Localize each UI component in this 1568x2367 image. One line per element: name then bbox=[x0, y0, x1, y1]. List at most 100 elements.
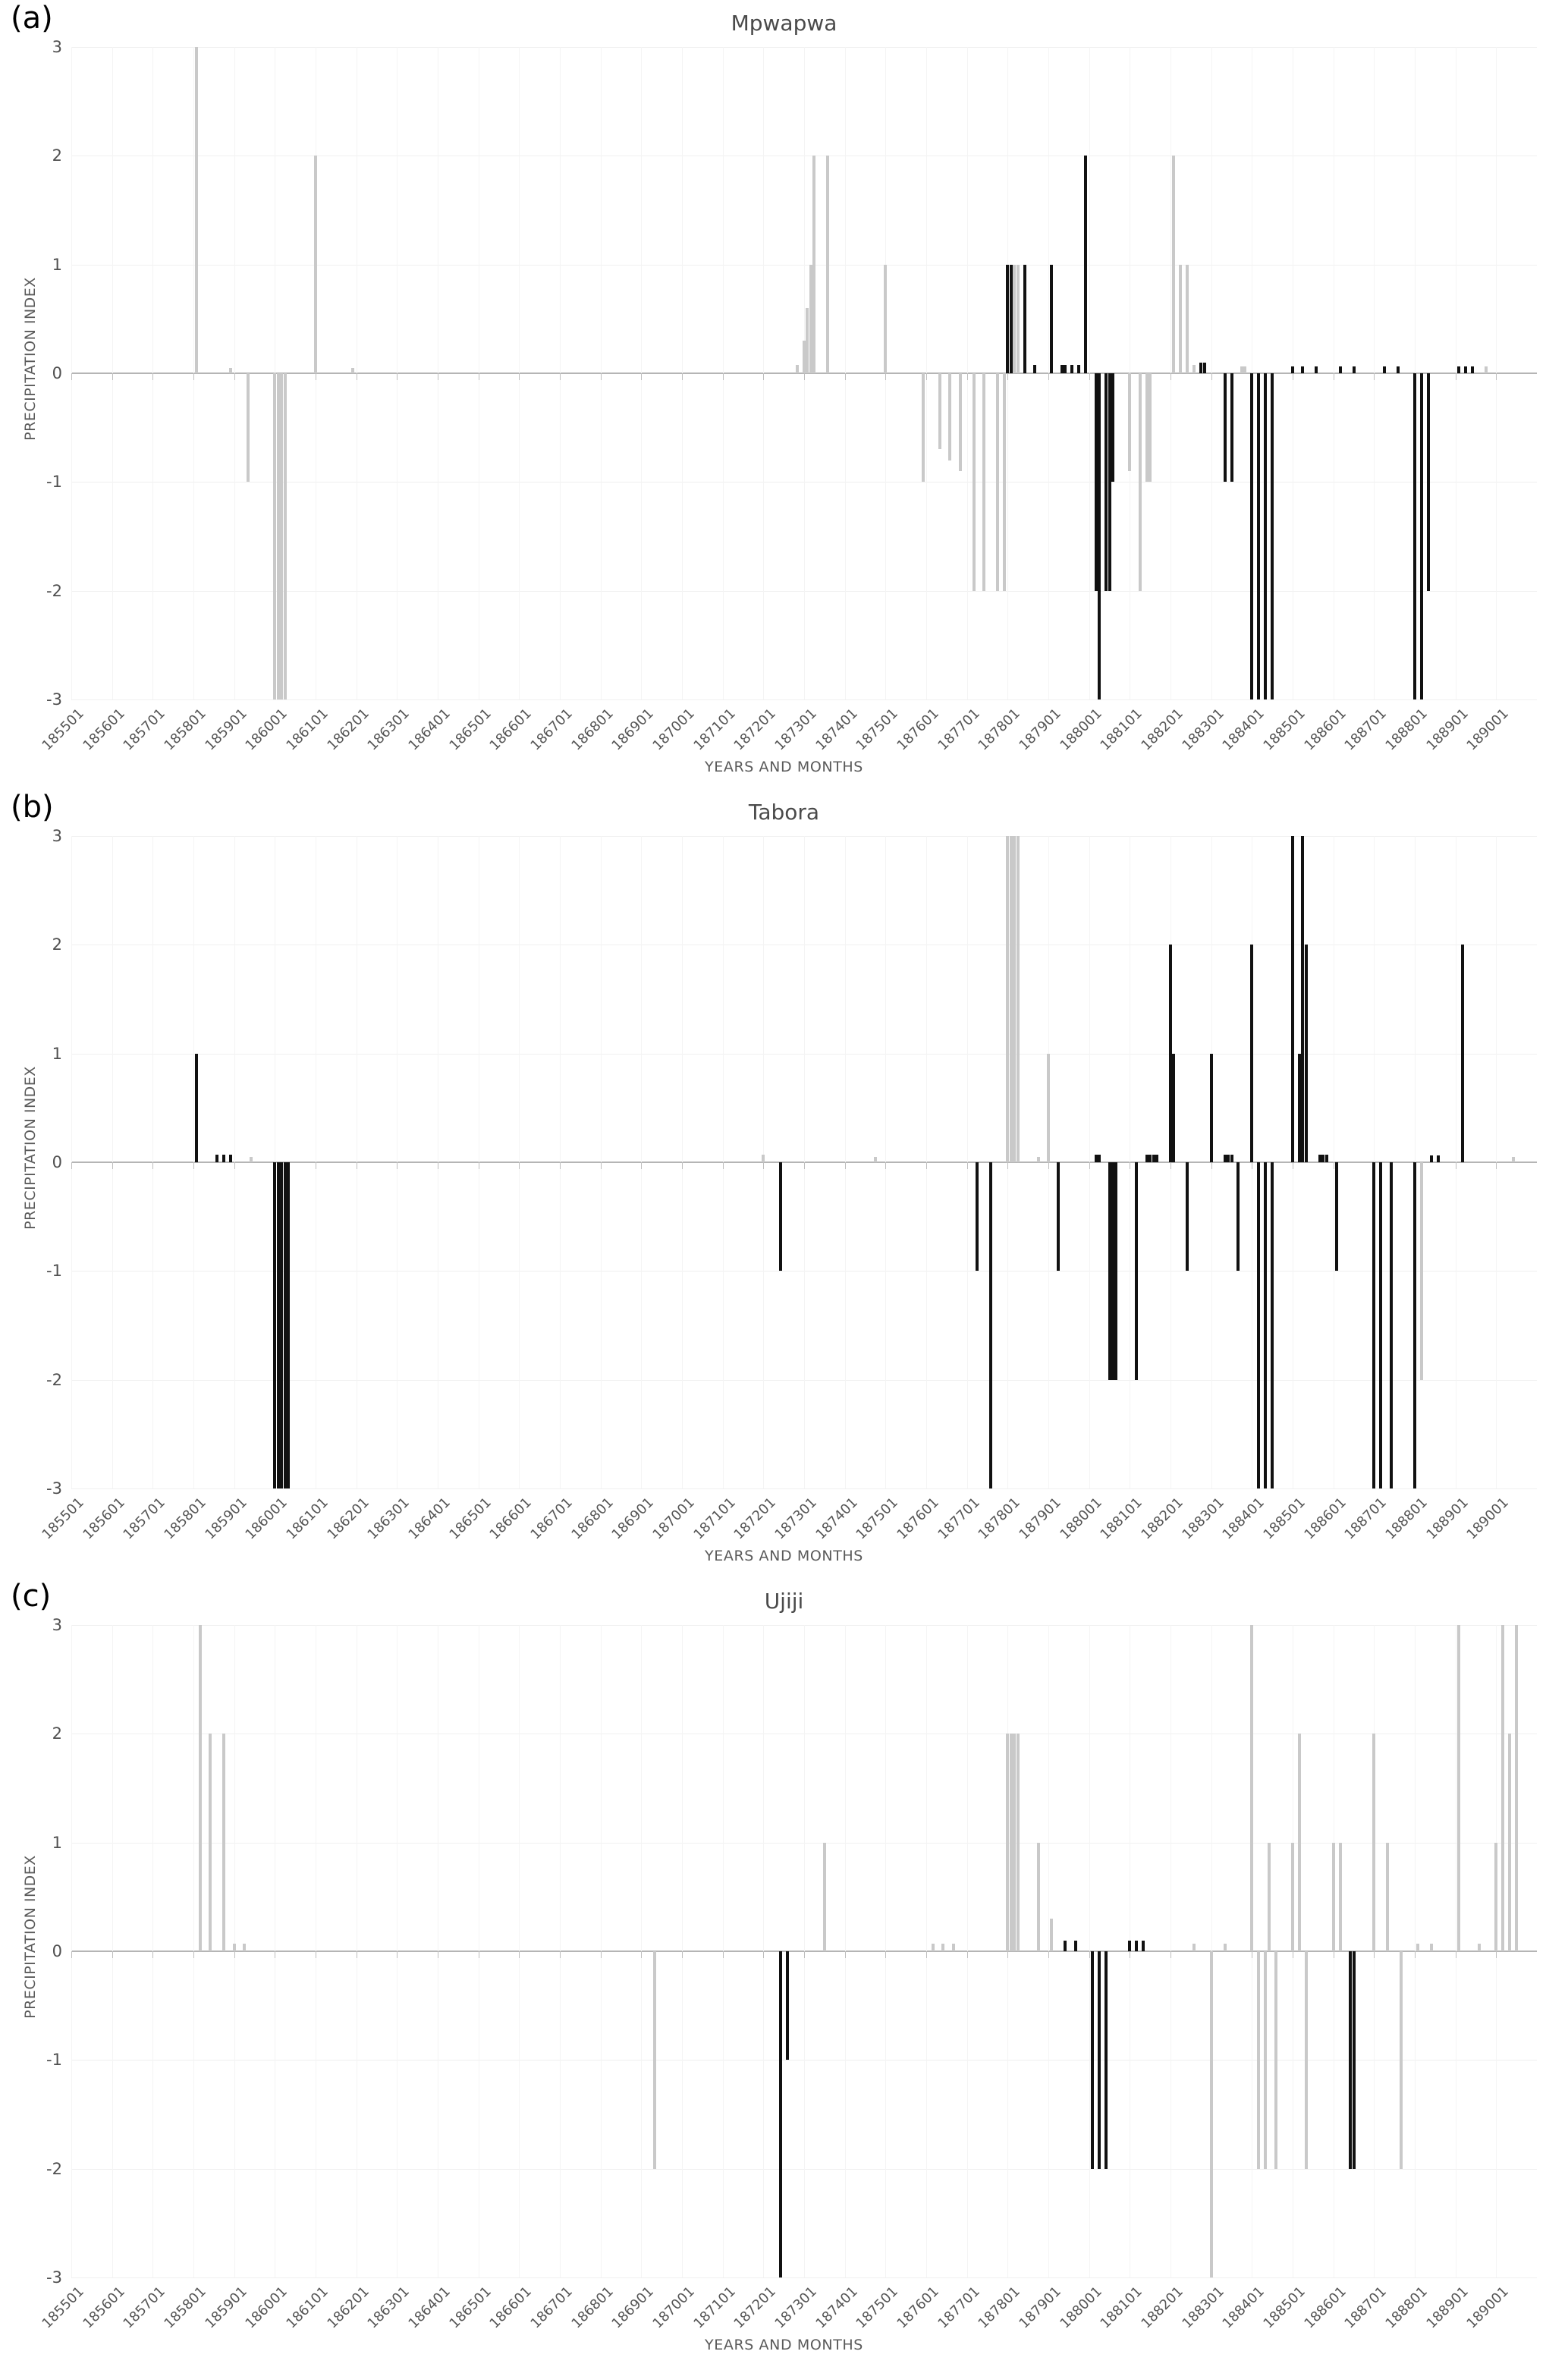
bar-188503 bbox=[1297, 1734, 1301, 1951]
bar-187609 bbox=[951, 1943, 955, 1951]
bar-188007 bbox=[1108, 373, 1111, 591]
bar-188007 bbox=[1108, 1162, 1111, 1380]
tickmark-187001 bbox=[682, 1951, 683, 1958]
bar-188806 bbox=[1430, 1155, 1434, 1162]
bar-188509 bbox=[1318, 1154, 1321, 1162]
bar-188310 bbox=[1240, 366, 1243, 373]
tickmark-186901 bbox=[641, 1162, 643, 1169]
tickmark-186701 bbox=[560, 373, 561, 380]
bar-188504 bbox=[1301, 366, 1305, 373]
bar-187801 bbox=[1006, 836, 1010, 1162]
bar-186112 bbox=[351, 367, 355, 373]
tickmark-185701 bbox=[152, 1951, 154, 1958]
bar-185802 bbox=[195, 1053, 199, 1162]
bar-188801 bbox=[1413, 373, 1416, 699]
bar-189007 bbox=[1515, 1625, 1519, 1951]
panel-a-bars bbox=[71, 47, 1537, 699]
bar-188906 bbox=[1471, 366, 1475, 373]
bar-188106 bbox=[1145, 1154, 1149, 1162]
bar-187810 bbox=[1036, 1842, 1040, 1951]
tickmark-187301 bbox=[804, 1162, 805, 1169]
tickmark-186801 bbox=[600, 1162, 602, 1169]
bar-187909 bbox=[1073, 1940, 1077, 1951]
panel-a-yticks: 3 2 1 0 -1 -2 -3 bbox=[15, 38, 62, 709]
tickmark-188001 bbox=[1089, 373, 1090, 380]
tickmark-188301 bbox=[1211, 1162, 1212, 1169]
bar-188908 bbox=[1477, 1943, 1481, 1951]
bar-188208 bbox=[1192, 364, 1196, 373]
panel-b: (b) Tabora PRECIPITATION INDEX 3 2 1 0 -1 -2-… bbox=[0, 789, 1568, 1578]
ytick-label-1: 1 bbox=[52, 1044, 62, 1063]
bar-187802 bbox=[1009, 1734, 1013, 1951]
bar-187806 bbox=[1023, 264, 1026, 373]
bar-188109 bbox=[1155, 1154, 1159, 1162]
tickmark-186701 bbox=[560, 1951, 561, 1958]
tickmark-187101 bbox=[722, 1951, 724, 1958]
tickmark-187001 bbox=[682, 1162, 683, 1169]
tickmark-185701 bbox=[152, 373, 154, 380]
tickmark-187401 bbox=[844, 373, 846, 380]
bar-188103 bbox=[1135, 1162, 1139, 1380]
bar-187703 bbox=[972, 373, 976, 591]
bar-188805 bbox=[1426, 373, 1430, 591]
bar-185802 bbox=[195, 47, 199, 373]
bar-185901 bbox=[232, 1943, 236, 1951]
bar-187710 bbox=[995, 373, 999, 591]
bar-187303 bbox=[809, 264, 812, 373]
bar-186005 bbox=[287, 1162, 291, 1488]
tickmark-187801 bbox=[1007, 1162, 1009, 1169]
bar-187804 bbox=[1016, 264, 1020, 373]
tickmark-187301 bbox=[804, 373, 805, 380]
bar-188305 bbox=[1223, 1154, 1227, 1162]
bar-188006 bbox=[1105, 373, 1108, 591]
panel-c-bars bbox=[71, 1625, 1537, 2277]
tickmark-185801 bbox=[193, 1162, 194, 1169]
bar-188104 bbox=[1138, 373, 1142, 591]
bar-187904 bbox=[1057, 1162, 1061, 1272]
bar-187410 bbox=[873, 1156, 877, 1162]
bar-185905 bbox=[246, 373, 250, 483]
bar-189005 bbox=[1508, 1734, 1512, 1951]
bar-188508 bbox=[1315, 366, 1318, 373]
bar-188202 bbox=[1172, 1053, 1176, 1162]
bar-188910 bbox=[1484, 366, 1488, 373]
bar-188505 bbox=[1304, 1951, 1308, 2169]
bar-185812 bbox=[229, 1154, 233, 1162]
bar-188009 bbox=[1114, 1162, 1118, 1380]
tickmark-185601 bbox=[112, 1162, 113, 1169]
bar-188301 bbox=[1209, 1053, 1213, 1162]
bar-188106 bbox=[1145, 373, 1149, 483]
tickmark-187101 bbox=[722, 373, 724, 380]
bar-188603 bbox=[1338, 1842, 1342, 1951]
bar-187801 bbox=[1006, 264, 1010, 373]
panel-c-xticks: 185501 185601 185701 185801 185901 186001 1861… bbox=[39, 2284, 1537, 2344]
bar-188004 bbox=[1098, 373, 1101, 699]
tickmark-187401 bbox=[844, 1162, 846, 1169]
bar-188103 bbox=[1135, 1940, 1139, 1951]
tickmark-187001 bbox=[682, 373, 683, 380]
bar-187802 bbox=[1009, 836, 1013, 1162]
bar-188206 bbox=[1186, 1162, 1189, 1272]
panel-c: (c) Ujiji PRECIPITATION INDEX 3 2 1 0 -1 -2 -3… bbox=[0, 1578, 1568, 2367]
tickmark-185901 bbox=[234, 1951, 235, 1958]
bar-187804 bbox=[1016, 1734, 1020, 1951]
bar-188504 bbox=[1301, 836, 1305, 1162]
bar-187906 bbox=[1064, 1940, 1067, 1951]
bar-188501 bbox=[1291, 1842, 1294, 1951]
tickmark-187801 bbox=[1007, 1951, 1009, 1958]
bar-188501 bbox=[1291, 366, 1294, 373]
tickmark-187101 bbox=[722, 1162, 724, 1169]
bar-188603 bbox=[1338, 366, 1342, 373]
bar-188701 bbox=[1372, 1162, 1376, 1488]
bar-188708 bbox=[1396, 366, 1400, 373]
tickmark-189001 bbox=[1496, 1951, 1497, 1958]
bar-187801 bbox=[1006, 1734, 1010, 1951]
tickmark-186901 bbox=[641, 1951, 643, 1958]
bar-188808 bbox=[1437, 1155, 1441, 1162]
bar-188505 bbox=[1304, 945, 1308, 1162]
bar-187704 bbox=[976, 1162, 979, 1272]
panel-b-plot bbox=[71, 836, 1537, 1489]
bar-188408 bbox=[1274, 1951, 1277, 2169]
bar-188008 bbox=[1111, 1162, 1114, 1380]
ytick-label-1: 1 bbox=[52, 255, 62, 274]
